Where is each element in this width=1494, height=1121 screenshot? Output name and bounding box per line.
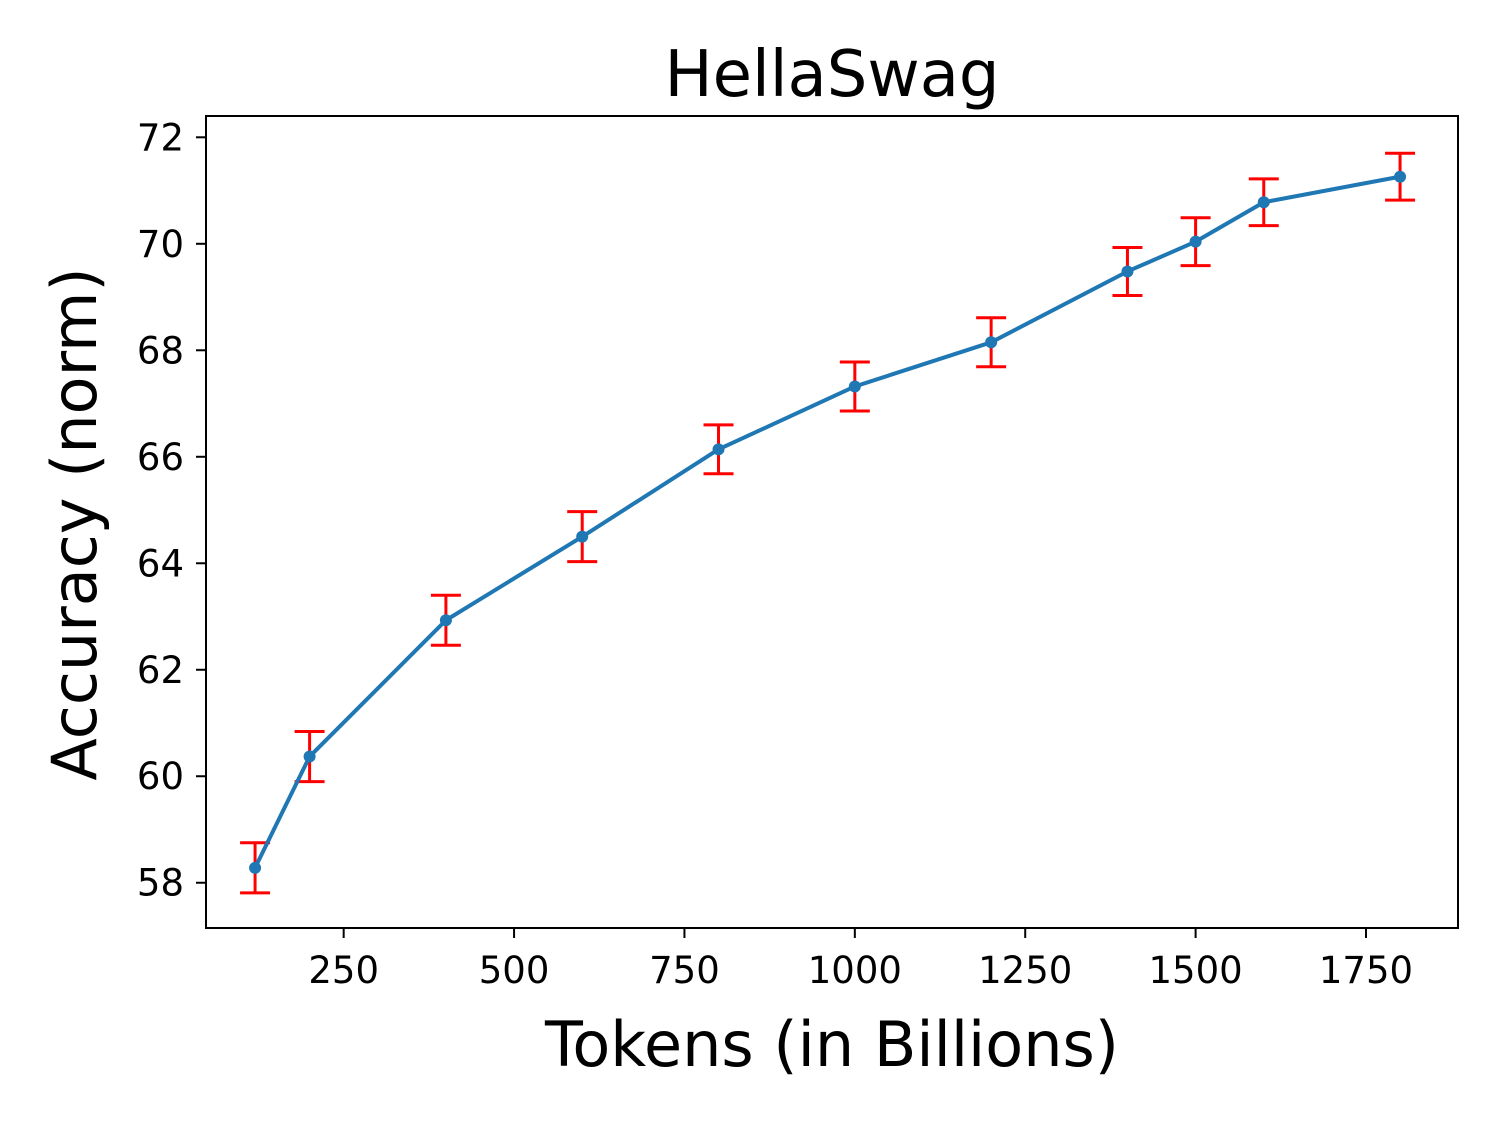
data-point <box>1257 196 1270 209</box>
y-tick-label: 70 <box>137 223 184 266</box>
x-tick-label: 500 <box>479 949 550 992</box>
data-point <box>1394 170 1407 183</box>
data-point <box>985 336 998 349</box>
data-point <box>303 750 316 763</box>
data-point <box>1189 235 1202 248</box>
y-tick-label: 72 <box>137 116 184 159</box>
x-tick-label: 1500 <box>1149 949 1243 992</box>
series-line <box>249 170 1407 874</box>
y-axis: 58 60 62 64 66 68 70 72 <box>137 116 206 905</box>
data-point <box>439 614 452 627</box>
x-tick-label: 1750 <box>1319 949 1413 992</box>
x-tick-label: 1250 <box>978 949 1072 992</box>
data-point <box>576 530 589 543</box>
data-point <box>712 443 725 456</box>
data-point <box>249 861 262 874</box>
data-point <box>848 380 861 393</box>
chart-title: HellaSwag <box>664 38 999 112</box>
x-tick-label: 750 <box>649 949 720 992</box>
y-tick-label: 66 <box>137 436 184 479</box>
y-axis-label: Accuracy (norm) <box>38 267 111 780</box>
plot-frame <box>205 115 1459 929</box>
series-polyline <box>253 174 1401 869</box>
y-tick-label: 60 <box>137 755 184 798</box>
y-tick-label: 62 <box>137 649 184 692</box>
data-point <box>1121 265 1134 278</box>
y-tick-label: 64 <box>137 542 184 585</box>
x-tick-label: 1000 <box>808 949 902 992</box>
x-tick-label: 250 <box>308 949 379 992</box>
error-bars <box>240 151 1416 895</box>
y-tick-label: 68 <box>137 329 184 372</box>
plot-area <box>205 115 1459 929</box>
x-axis: 250 500 750 1000 1250 1500 1750 <box>308 928 1413 992</box>
y-tick-label: 58 <box>137 862 184 905</box>
x-axis-label: Tokens (in Billions) <box>544 1008 1119 1081</box>
